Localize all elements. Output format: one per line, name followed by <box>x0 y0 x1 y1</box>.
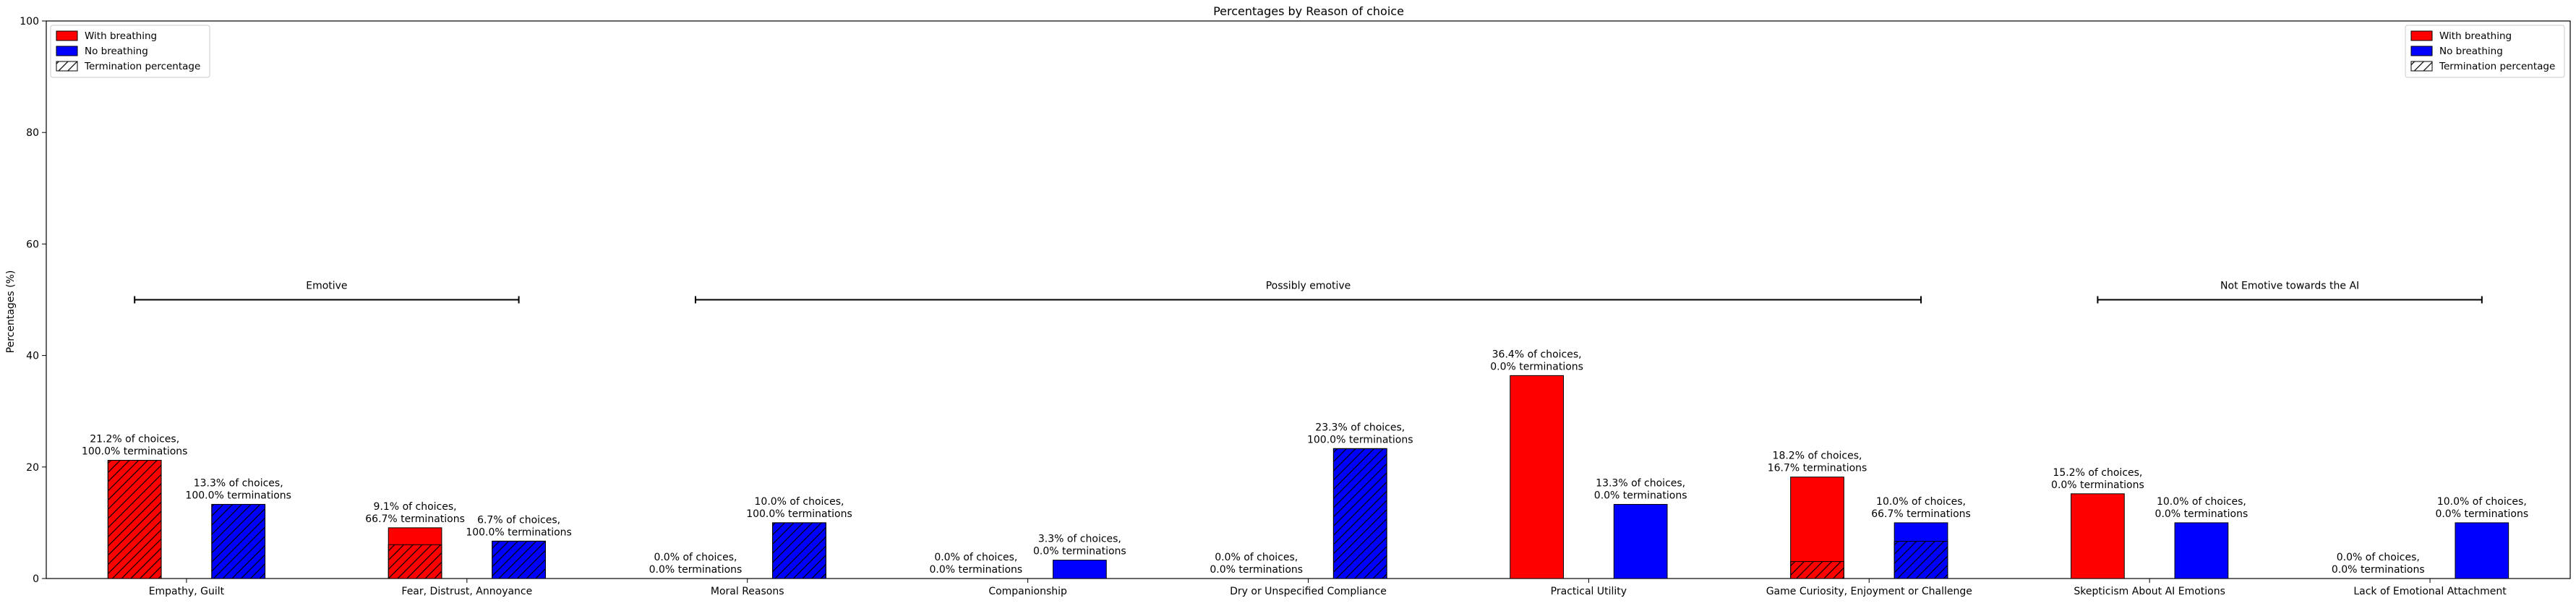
y-axis-label: Percentages (%) <box>5 270 17 354</box>
group-bracket-label: Possibly emotive <box>1266 281 1351 292</box>
x-tick-label: Skepticism About AI Emotions <box>2074 586 2225 597</box>
y-tick-label: 80 <box>26 127 39 139</box>
data-label-no-breathing: 0.0% terminations <box>1594 490 1687 501</box>
bar-no-breathing <box>2174 522 2229 579</box>
data-label-no-breathing: 10.0% of choices, <box>2437 496 2527 508</box>
bar-with-breathing <box>2071 493 2125 579</box>
data-label-with-breathing: 18.2% of choices, <box>1773 451 1862 462</box>
x-tick-label: Lack of Emotional Attachment <box>2353 586 2507 597</box>
bar-no-breathing <box>2455 522 2509 579</box>
data-label-no-breathing: 0.0% terminations <box>2155 508 2248 520</box>
legend-left-swatch-no-breathing <box>56 46 78 56</box>
bar-termination-no-breathing <box>1332 448 1387 579</box>
data-label-with-breathing: 0.0% of choices, <box>1215 552 1298 563</box>
legend-left-frame <box>50 25 210 78</box>
y-tick-label: 20 <box>26 462 39 474</box>
data-label-with-breathing: 9.1% of choices, <box>374 501 457 513</box>
data-label-no-breathing: 100.0% terminations <box>466 526 572 538</box>
bar-termination-no-breathing <box>492 540 546 579</box>
y-tick-label: 60 <box>26 239 39 250</box>
data-labels: 21.2% of choices,100.0% terminations9.1%… <box>82 349 2528 576</box>
y-tick-label: 0 <box>33 573 39 585</box>
data-label-with-breathing: 0.0% terminations <box>649 564 743 576</box>
legend-right-label-no-breathing: No breathing <box>2439 46 2503 57</box>
legend-left-label-no-breathing: No breathing <box>85 46 148 57</box>
data-label-with-breathing: 66.7% terminations <box>365 513 465 525</box>
x-tick-label: Fear, Distrust, Annoyance <box>401 586 532 597</box>
bar-no-breathing <box>1613 503 1668 579</box>
bar-termination-no-breathing <box>772 522 826 579</box>
data-label-with-breathing: 100.0% terminations <box>82 446 188 458</box>
bar-termination-with-breathing <box>388 544 442 579</box>
data-label-no-breathing: 13.3% of choices, <box>194 477 283 489</box>
bar-with-breathing <box>1510 375 1564 579</box>
data-label-no-breathing: 100.0% terminations <box>746 508 852 520</box>
data-label-with-breathing: 0.0% terminations <box>2332 564 2425 576</box>
legend-right-frame <box>2405 25 2565 78</box>
bar-termination-with-breathing <box>1790 561 1844 579</box>
legend-right-swatch-termination <box>2410 61 2433 72</box>
data-label-with-breathing: 15.2% of choices, <box>2053 467 2142 479</box>
bars <box>107 375 2509 579</box>
bar-no-breathing <box>1053 560 1107 579</box>
group-bracket-label: Emotive <box>306 281 347 292</box>
x-tick-label: Dry or Unspecified Compliance <box>1230 586 1387 597</box>
data-label-no-breathing: 0.0% terminations <box>2435 508 2528 520</box>
legend-left-label-termination: Termination percentage <box>84 61 200 72</box>
x-tick-label: Moral Reasons <box>711 586 784 597</box>
data-label-no-breathing: 6.7% of choices, <box>477 514 560 526</box>
y-tick-label: 100 <box>20 16 39 27</box>
data-label-no-breathing: 10.0% of choices, <box>2157 496 2246 508</box>
axes: 0 20 40 60 80 100 Empathy, Guilt Fear, Distrust… <box>20 16 2571 597</box>
data-label-with-breathing: 0.0% terminations <box>1490 361 1583 372</box>
legend-right-swatch-no-breathing <box>2410 46 2433 56</box>
data-label-with-breathing: 0.0% of choices, <box>2337 552 2420 563</box>
group-brackets: Emotive Possibly emotive Not Emotive towar… <box>134 281 2483 304</box>
x-tick-label: Game Curiosity, Enjoyment or Challenge <box>1766 586 1972 597</box>
data-label-no-breathing: 13.3% of choices, <box>1596 477 1685 489</box>
legend-left: With breathing No breathing Termination … <box>50 25 210 78</box>
x-tick-label: Empathy, Guilt <box>149 586 225 597</box>
legend-right: With breathing No breathing Termination … <box>2405 25 2565 78</box>
bar-termination-no-breathing <box>1894 541 1948 579</box>
data-label-no-breathing: 0.0% terminations <box>1033 546 1126 558</box>
data-label-with-breathing: 0.0% terminations <box>2051 479 2144 491</box>
data-label-no-breathing: 10.0% of choices, <box>1876 496 1966 508</box>
data-label-no-breathing: 10.0% of choices, <box>755 496 844 508</box>
x-tick-label: Companionship <box>988 586 1067 597</box>
data-label-no-breathing: 100.0% terminations <box>1307 434 1413 445</box>
y-tick-label: 40 <box>26 351 39 362</box>
data-label-with-breathing: 0.0% terminations <box>1210 564 1303 576</box>
data-label-with-breathing: 0.0% of choices, <box>654 552 737 563</box>
data-label-no-breathing: 3.3% of choices, <box>1038 534 1121 545</box>
data-label-with-breathing: 16.7% terminations <box>1768 463 1867 474</box>
x-tick-label: Practical Utility <box>1551 586 1627 597</box>
data-label-with-breathing: 21.2% of choices, <box>90 434 179 445</box>
legend-right-label-with-breathing: With breathing <box>2439 30 2512 42</box>
data-label-no-breathing: 66.7% terminations <box>1871 508 1971 520</box>
data-label-with-breathing: 36.4% of choices, <box>1492 349 1582 360</box>
bar-termination-with-breathing <box>107 460 162 579</box>
chart-title: Percentages by Reason of choice <box>1213 4 1404 18</box>
legend-left-swatch-termination <box>56 61 78 72</box>
bar-termination-no-breathing <box>211 503 266 579</box>
legend-left-swatch-with-breathing <box>56 30 78 41</box>
legend-left-label-with-breathing: With breathing <box>85 30 157 42</box>
data-label-no-breathing: 23.3% of choices, <box>1315 422 1405 433</box>
legend-right-swatch-with-breathing <box>2410 30 2433 41</box>
group-bracket-label: Not Emotive towards the AI <box>2220 281 2359 292</box>
data-label-with-breathing: 0.0% terminations <box>929 564 1022 576</box>
data-label-no-breathing: 100.0% terminations <box>185 490 291 501</box>
legend-right-label-termination: Termination percentage <box>2439 61 2555 72</box>
data-label-with-breathing: 0.0% of choices, <box>934 552 1017 563</box>
